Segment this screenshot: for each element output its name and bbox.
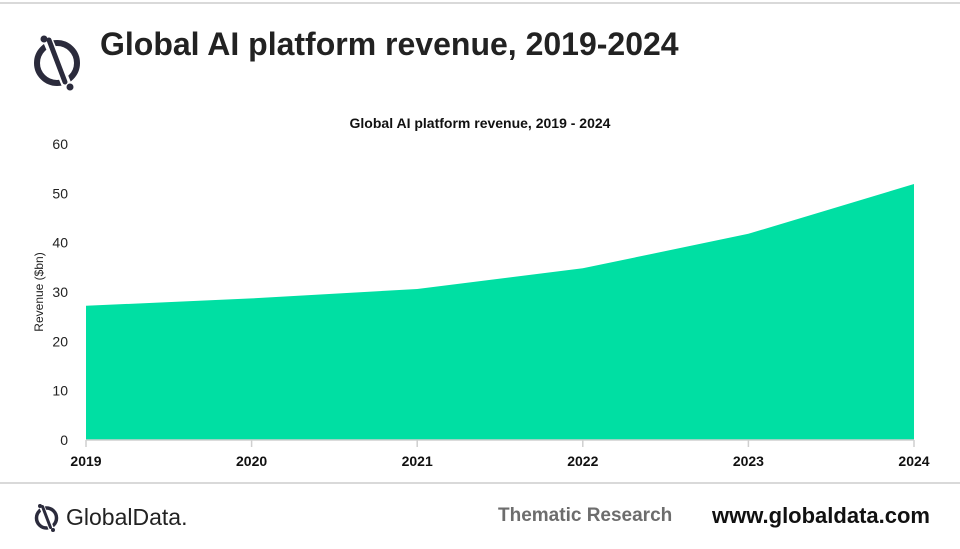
y-tick-label: 60 [52,136,68,152]
x-tick-label: 2022 [567,453,598,469]
globaldata-footer-logo-icon [34,503,59,532]
y-tick-label: 0 [60,432,68,448]
footer-brand: GlobalData. [66,504,188,530]
globaldata-logo-icon [34,34,80,91]
x-tick-label: 2019 [70,453,101,469]
x-tick-label: 2023 [733,453,764,469]
footer-divider [0,482,960,484]
x-tick-label: 2020 [236,453,267,469]
y-tick-label: 40 [52,235,68,251]
y-tick-label: 30 [52,284,68,300]
footer: GlobalData. Thematic Research www.global… [0,484,960,549]
y-tick-label: 50 [52,185,68,201]
y-tick-label: 20 [52,333,68,349]
y-axis-label: Revenue ($bn) [32,252,46,331]
page-title: Global AI platform revenue, 2019-2024 [100,26,679,62]
area-series [86,184,914,440]
x-tick-label: 2024 [898,453,929,469]
area-chart: Global AI platform revenue, 2019 - 2024 0… [32,115,930,469]
chart-title: Global AI platform revenue, 2019 - 2024 [350,115,611,131]
footer-url: www.globaldata.com [712,503,930,528]
x-tick-label: 2021 [402,453,433,469]
y-tick-label: 10 [52,383,68,399]
footer-research-label: Thematic Research [498,505,673,526]
top-border [0,2,960,4]
